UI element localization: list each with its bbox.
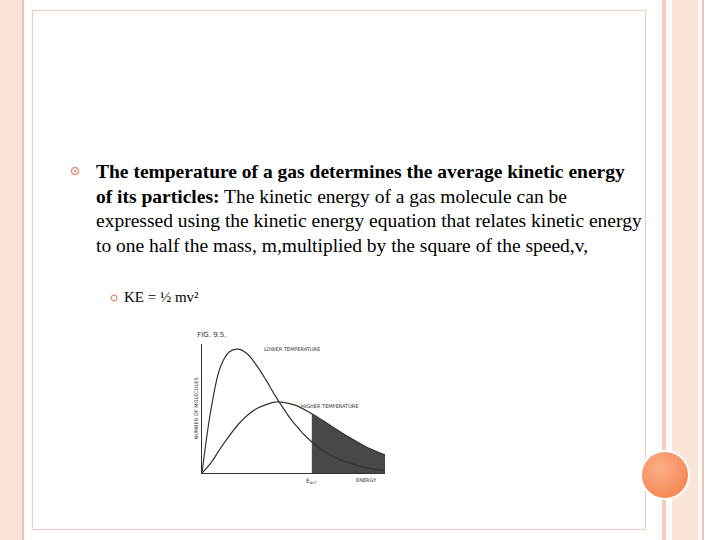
html-text:KE = ½ mv²: KE = ½ mv² [124,289,199,305]
html-text:The temperature of a gas deter: The temperature of a gas determines the … [96,161,642,256]
svg-text:HIGHER TEMPERATURE: HIGHER TEMPERATURE [301,403,358,409]
svg-text:NUMBER OF MOLECULES: NUMBER OF MOLECULES [193,377,199,439]
svg-text:ENERGY: ENERGY [356,477,377,483]
svg-text:LOWER TEMPERATURE: LOWER TEMPERATURE [264,346,320,352]
svg-text:FIG. 9.5.: FIG. 9.5. [197,331,226,339]
svg-text:E​act​: E​act​ [306,477,317,485]
